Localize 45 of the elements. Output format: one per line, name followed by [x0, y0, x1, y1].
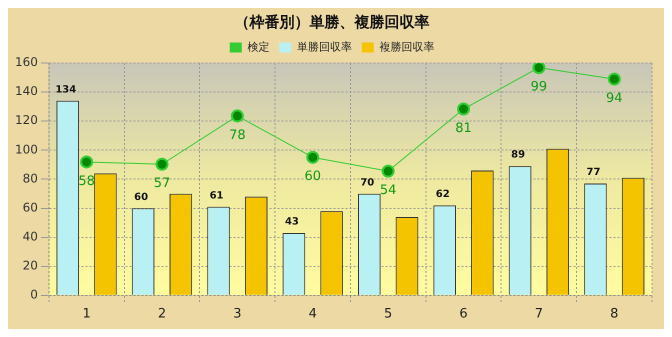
point	[608, 72, 621, 86]
data-label: 58	[78, 174, 95, 189]
y-tick-label: 80	[22, 171, 38, 186]
y-tick-label: 140	[15, 84, 38, 98]
data-label: 43	[284, 216, 299, 228]
data-label: 134	[55, 84, 76, 96]
data-label: 70	[360, 177, 374, 188]
x-tick-label: 6	[459, 306, 468, 322]
y-tick-label: 20	[22, 258, 38, 272]
x-tick-label: 7	[534, 306, 544, 322]
y-tick-label: 0	[30, 288, 38, 302]
data-label: 78	[229, 128, 246, 143]
x-tick-label: 8	[610, 306, 618, 322]
point	[155, 158, 168, 171]
data-label: 60	[304, 169, 322, 184]
point	[457, 102, 470, 116]
y-tick-label: 100	[15, 142, 38, 156]
y-tick-label: 40	[22, 229, 38, 244]
point	[80, 155, 94, 168]
chart-title: （枠番別）単勝、複勝回収率	[234, 12, 430, 31]
data-label: 99	[530, 79, 548, 94]
point	[230, 109, 244, 122]
data-label: 94	[606, 90, 623, 106]
point	[306, 150, 320, 164]
data-label: 61	[210, 190, 224, 202]
data-label: 77	[586, 167, 600, 178]
x-tick-label: 2	[158, 306, 166, 322]
point	[532, 63, 546, 74]
y-tick-label: 120	[15, 113, 38, 128]
data-label: 89	[511, 150, 526, 161]
y-tick-label: 60	[22, 200, 38, 214]
data-label: 62	[436, 188, 450, 200]
x-tick-label: 1	[82, 306, 91, 322]
x-tick-label: 5	[384, 306, 392, 322]
data-label: 57	[154, 176, 170, 192]
data-label: 54	[380, 183, 396, 198]
legend-label: 検定	[247, 40, 270, 54]
point	[382, 164, 395, 178]
data-label: 81	[455, 120, 472, 136]
x-tick-label: 3	[233, 306, 242, 322]
data-label: 60	[134, 192, 148, 203]
legend-label: 複勝回収率	[379, 40, 434, 54]
legend-label: 単勝回収率	[296, 40, 352, 54]
y-tick-label: 160	[15, 55, 38, 70]
x-tick-label: 4	[308, 306, 317, 322]
